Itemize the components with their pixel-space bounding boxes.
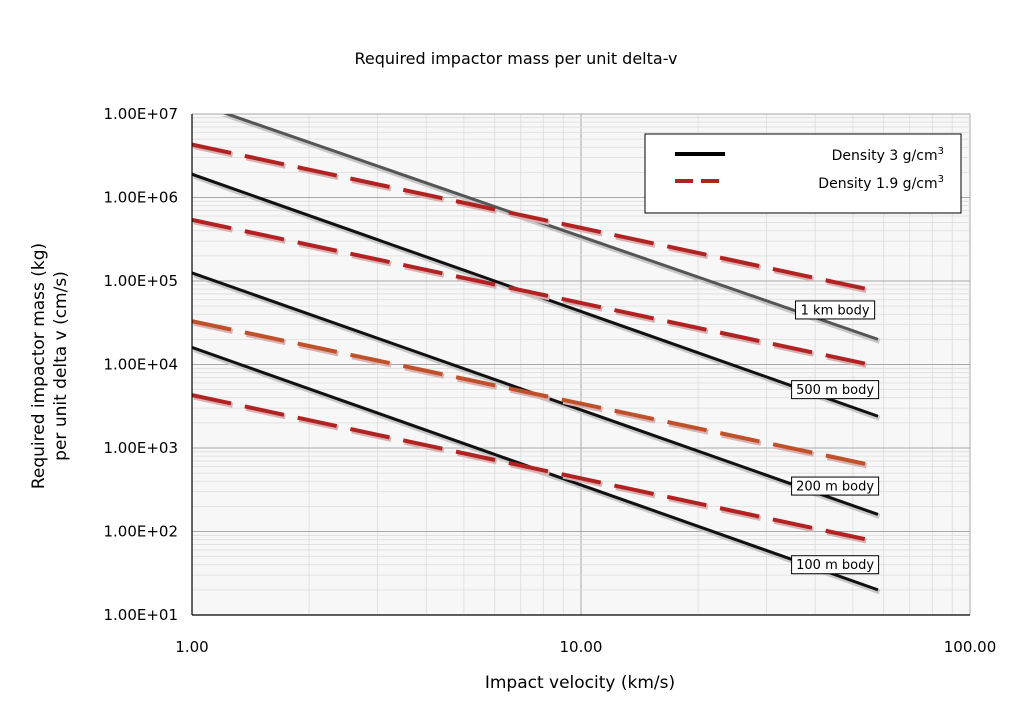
legend-label-density-3: Density 3 g/cm3: [832, 146, 944, 164]
y-tick-label: 1.00E+05: [103, 272, 178, 290]
body-label: 200 m body: [791, 476, 880, 496]
body-label: 100 m body: [791, 555, 880, 575]
body-labels: 1 km body 500 m body 200 m body 100 m body: [791, 300, 880, 575]
x-axis-label: Impact velocity (km/s): [485, 673, 675, 693]
body-label-box: [795, 300, 876, 320]
series-line-7: [192, 319, 879, 469]
axes: [191, 114, 970, 616]
chart-title: Required impactor mass per unit delta-v: [354, 49, 677, 68]
x-tick-label: 100.00: [944, 638, 997, 656]
y-tick-label: 1.00E+03: [103, 439, 178, 457]
x-tick-label: 1.00: [175, 638, 208, 656]
y-tick-label: 1.00E+07: [103, 105, 178, 123]
x-tick-label: 10.00: [560, 638, 603, 656]
legend-box: [644, 133, 962, 214]
legend: Density 3 g/cm3 Density 1.9 g/cm3: [644, 133, 962, 214]
series-line-5: [192, 142, 879, 294]
body-label-text: 500 m body: [796, 383, 874, 398]
tick-labels: 1.00E+01 1.00E+02 1.00E+03 1.00E+04 1.00E+05…: [103, 105, 996, 656]
body-label-text: 100 m body: [796, 558, 874, 573]
y-tick-label: 1.00E+02: [103, 523, 178, 541]
y-tick-label: 1.00E+06: [103, 189, 178, 207]
series-line-8: [192, 393, 879, 544]
legend-label-density-1-9: Density 1.9 g/cm3: [818, 174, 944, 192]
y-axis-label-line2: per unit delta v (cm/s): [51, 271, 71, 461]
body-label-text: 200 m body: [796, 480, 874, 495]
body-label: 500 m body: [791, 380, 880, 400]
body-label: 1 km body: [795, 300, 876, 320]
y-tick-label: 1.00E+04: [103, 356, 178, 374]
body-label-box: [791, 555, 880, 575]
body-label-box: [791, 476, 880, 496]
series-lines: [192, 114, 881, 595]
body-label-text: 1 km body: [801, 303, 870, 318]
series-line-6: [192, 217, 879, 369]
y-tick-label: 1.00E+01: [103, 606, 178, 624]
body-label-box: [791, 380, 880, 400]
y-axis-label-line1: Required impactor mass (kg): [29, 243, 49, 489]
